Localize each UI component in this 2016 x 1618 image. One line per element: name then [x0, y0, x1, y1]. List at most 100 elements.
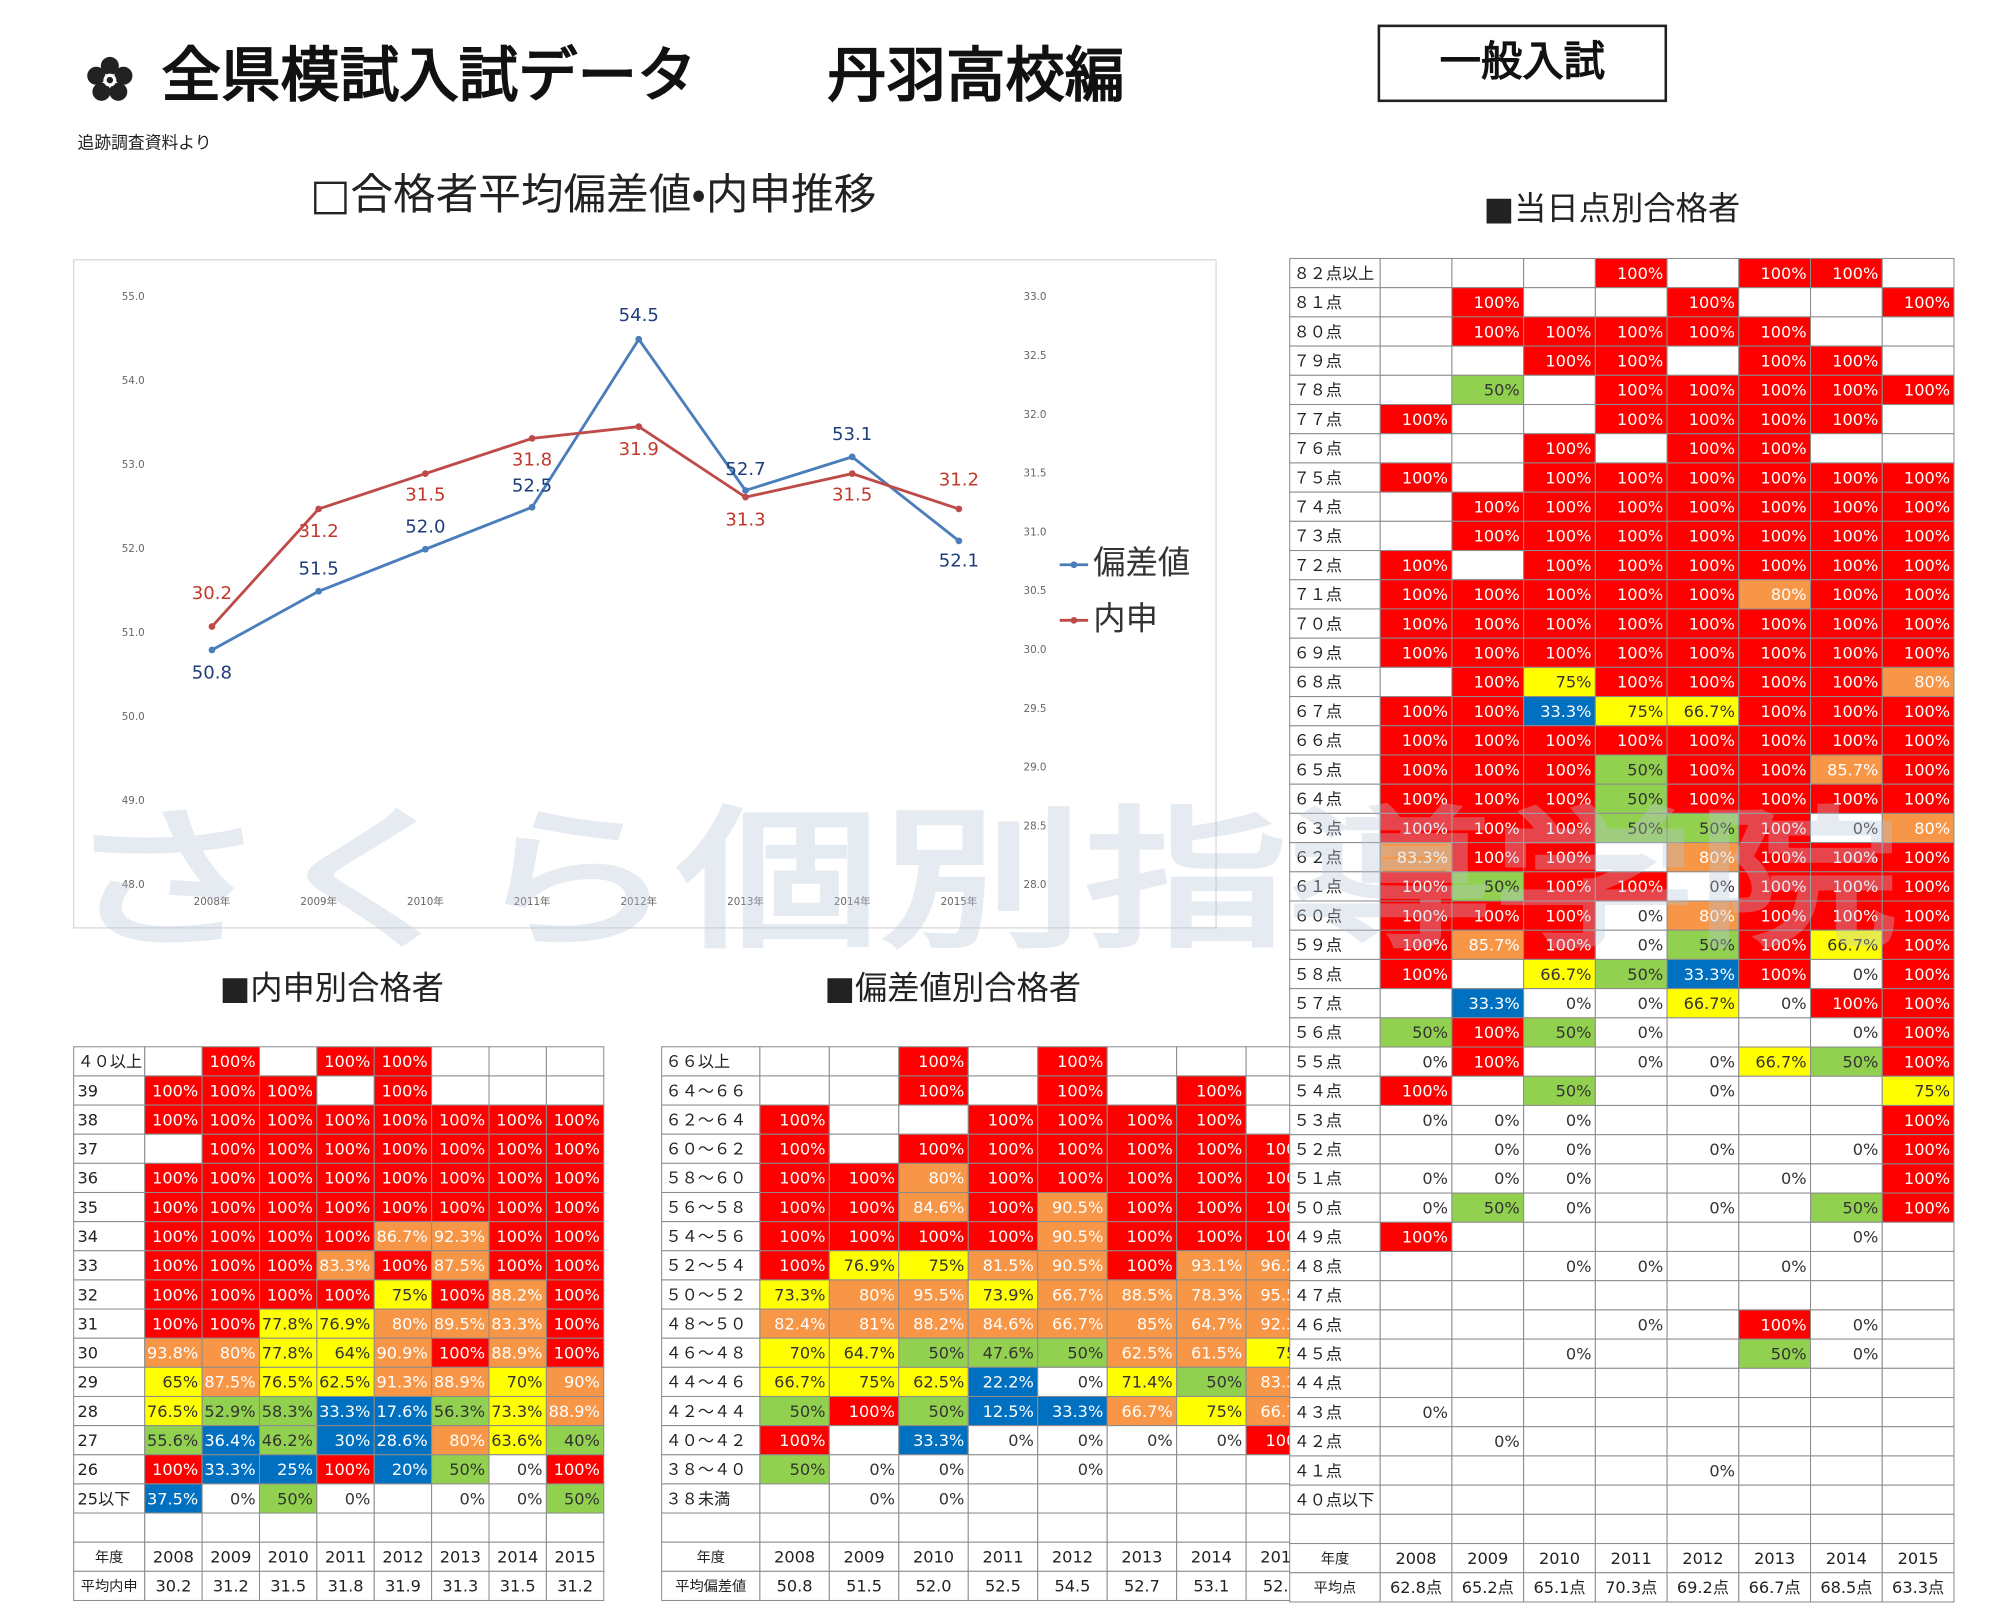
table-cell [1289, 520, 1381, 552]
cell-value: 50% [928, 1402, 964, 1421]
cell-value: 0% [1638, 1257, 1664, 1276]
table-cell [1594, 287, 1668, 318]
cell-value: 100% [1617, 731, 1663, 750]
table-cell [1523, 1134, 1596, 1165]
cell-value: 100% [1760, 322, 1806, 341]
average-value: 65.1点 [1533, 1578, 1585, 1597]
row-label: ４０以上 [78, 1052, 143, 1071]
table-cell [1176, 1425, 1247, 1456]
table-cell [1738, 783, 1812, 814]
table-cell [73, 1133, 146, 1164]
table-cell [1594, 433, 1668, 464]
cell-value: 100% [1545, 877, 1591, 896]
cell-value: 77.8% [262, 1344, 313, 1363]
table-cell [1379, 1543, 1453, 1574]
table-cell [1594, 783, 1668, 814]
cell-value: 0% [1422, 1169, 1448, 1188]
cell-value: 80% [1771, 585, 1807, 604]
table-cell [1594, 374, 1668, 406]
cell-value: 100% [439, 1169, 485, 1188]
cell-value: 100% [1832, 264, 1878, 283]
table-cell [898, 1483, 969, 1514]
table-cell [258, 1512, 318, 1543]
cell-value: 76.9% [844, 1256, 895, 1275]
year-value: 2011 [325, 1548, 366, 1567]
table-cell [1451, 812, 1525, 844]
table-cell [828, 1279, 900, 1310]
cell-value: 100% [1832, 673, 1878, 692]
legend-marker [1070, 561, 1078, 569]
page-title: 全県模試入試データ [162, 42, 697, 111]
table-cell [1523, 1367, 1596, 1399]
cell-value: 100% [1545, 644, 1591, 663]
table-cell [1666, 608, 1740, 639]
table-cell [1176, 1104, 1247, 1135]
data-label: 52.1 [939, 551, 979, 572]
table-cell [1451, 1338, 1525, 1369]
cell-value: 80% [928, 1169, 964, 1188]
cell-value: 100% [209, 1052, 255, 1071]
cell-value: 100% [554, 1285, 600, 1304]
table-cell [1810, 1280, 1883, 1311]
cell-value: 100% [849, 1402, 895, 1421]
table-cell [1594, 462, 1668, 493]
legend-marker [1070, 616, 1078, 624]
data-label: 31.5 [832, 485, 872, 506]
table-cell [1594, 1104, 1668, 1136]
cell-value: 65% [162, 1373, 198, 1392]
table-cell [1289, 1134, 1381, 1165]
table-cell [258, 1483, 318, 1514]
table-cell [1594, 1338, 1668, 1369]
table-cell [144, 1279, 203, 1310]
table-cell [1881, 842, 1955, 873]
table-cell [1594, 1397, 1668, 1428]
average-value: 63.3点 [1892, 1578, 1944, 1597]
table-cell [1881, 812, 1955, 844]
table-cell [759, 1366, 830, 1398]
cell-value: 50% [1412, 1023, 1448, 1042]
cell-value: 100% [1904, 731, 1950, 750]
series-point [955, 537, 963, 545]
x-tick-label: 2008年 [194, 895, 231, 908]
cell-value: 100% [152, 1081, 198, 1100]
cell-value: 100% [1832, 848, 1878, 867]
table-cell [967, 1483, 1039, 1514]
y2-tick-label: 28.5 [1024, 820, 1047, 832]
table-cell [1881, 257, 1955, 289]
row-label: ４２点 [1294, 1432, 1342, 1451]
cell-value: 84.6% [983, 1314, 1034, 1333]
cell-value: 100% [382, 1140, 428, 1159]
cell-value: 66.7% [1052, 1314, 1103, 1333]
table-cell [1379, 1455, 1453, 1486]
row-label: ７７点 [1294, 410, 1342, 429]
table-cell [1881, 1572, 1955, 1603]
cell-value: 100% [1617, 877, 1663, 896]
section-title: ■内申別合格者 [220, 969, 444, 1007]
table-cell [1289, 403, 1381, 435]
table-cell [1379, 1572, 1453, 1603]
cell-value: 100% [324, 1227, 370, 1246]
table-cell [1594, 1513, 1668, 1545]
table-cell [1176, 1570, 1247, 1601]
cell-value: 100% [1760, 702, 1806, 721]
table-cell [545, 1483, 605, 1514]
cell-value: 100% [1545, 439, 1591, 458]
table-cell [1289, 1250, 1381, 1282]
cell-value: 100% [1474, 498, 1520, 517]
cell-value: 100% [1832, 877, 1878, 896]
table-cell [1881, 1104, 1955, 1136]
cell-value: 100% [1832, 644, 1878, 663]
table-cell [1379, 257, 1453, 289]
average-value: 52.7 [1124, 1577, 1160, 1596]
table-cell [661, 1191, 761, 1223]
y-tick-label: 48.0 [122, 879, 145, 891]
table-cell [1451, 696, 1525, 727]
table-cell [545, 1279, 605, 1310]
table-cell [1666, 1338, 1740, 1369]
table-cell [1810, 1046, 1883, 1077]
table-cell [1523, 1046, 1596, 1077]
cell-value: 0% [939, 1489, 965, 1508]
average-value: 31.3 [442, 1577, 478, 1596]
cell-value: 100% [1474, 293, 1520, 312]
table-cell [488, 1541, 547, 1572]
